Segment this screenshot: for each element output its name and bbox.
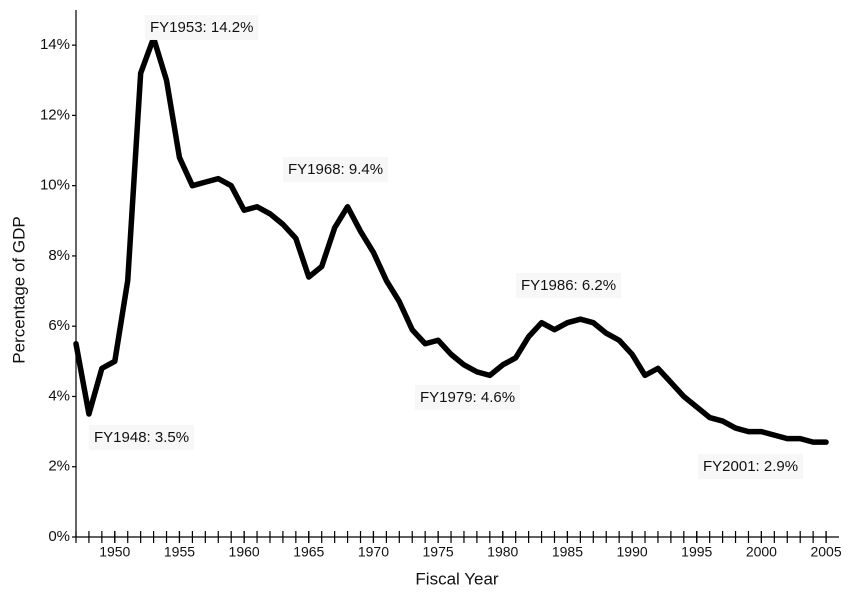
y-tick-label: 10% xyxy=(40,177,70,194)
y-tick-label: 14% xyxy=(40,36,70,53)
annotation: FY1953: 14.2% xyxy=(145,14,259,40)
x-tick-label: 1995 xyxy=(681,544,712,560)
annotation-background xyxy=(89,424,195,450)
x-tick-label: 1980 xyxy=(487,544,518,560)
annotation-background xyxy=(516,272,622,298)
y-tick-label: 8% xyxy=(48,247,70,264)
x-tick-label: 1950 xyxy=(99,544,130,560)
annotation: FY1968: 9.4% xyxy=(283,156,389,182)
annotation-background xyxy=(698,453,804,479)
annotation-text: FY2001: 2.9% xyxy=(703,458,798,475)
annotation-text: FY1968: 9.4% xyxy=(288,161,383,178)
annotation: FY1986: 6.2% xyxy=(516,272,622,298)
annotation-background xyxy=(145,14,259,40)
annotation-text: FY1948: 3.5% xyxy=(94,429,189,446)
annotation-text: FY1986: 6.2% xyxy=(521,277,616,294)
y-tick-label: 2% xyxy=(48,458,70,475)
x-tick-label: 1975 xyxy=(423,544,454,560)
annotation-background xyxy=(283,156,389,182)
y-tick-label: 4% xyxy=(48,387,70,404)
annotation: FY2001: 2.9% xyxy=(698,453,804,479)
y-tick-label: 6% xyxy=(48,317,70,334)
x-tick-label: 2000 xyxy=(746,544,777,560)
line xyxy=(73,35,829,445)
x-tick-label: 1990 xyxy=(617,544,648,560)
annotation-text: FY1953: 14.2% xyxy=(150,19,253,36)
x-tick-label: 2005 xyxy=(810,544,841,560)
annotation-text: FY1979: 4.6% xyxy=(420,389,515,406)
x-tick-label: 1985 xyxy=(552,544,583,560)
y-axis-label: Percentage of GDP xyxy=(9,216,28,363)
x-tick-label: 1955 xyxy=(164,544,195,560)
x-axis-label: Fiscal Year xyxy=(415,569,498,588)
annotation: FY1948: 3.5% xyxy=(89,424,195,450)
y-tick-label: 12% xyxy=(40,106,70,123)
x-tick-label: 1960 xyxy=(229,544,260,560)
annotation-background xyxy=(415,384,521,410)
y-tick-label: 0% xyxy=(48,528,70,545)
annotation: FY1979: 4.6% xyxy=(415,384,521,410)
x-tick-label: 1970 xyxy=(358,544,389,560)
x-tick-label: 1965 xyxy=(293,544,324,560)
